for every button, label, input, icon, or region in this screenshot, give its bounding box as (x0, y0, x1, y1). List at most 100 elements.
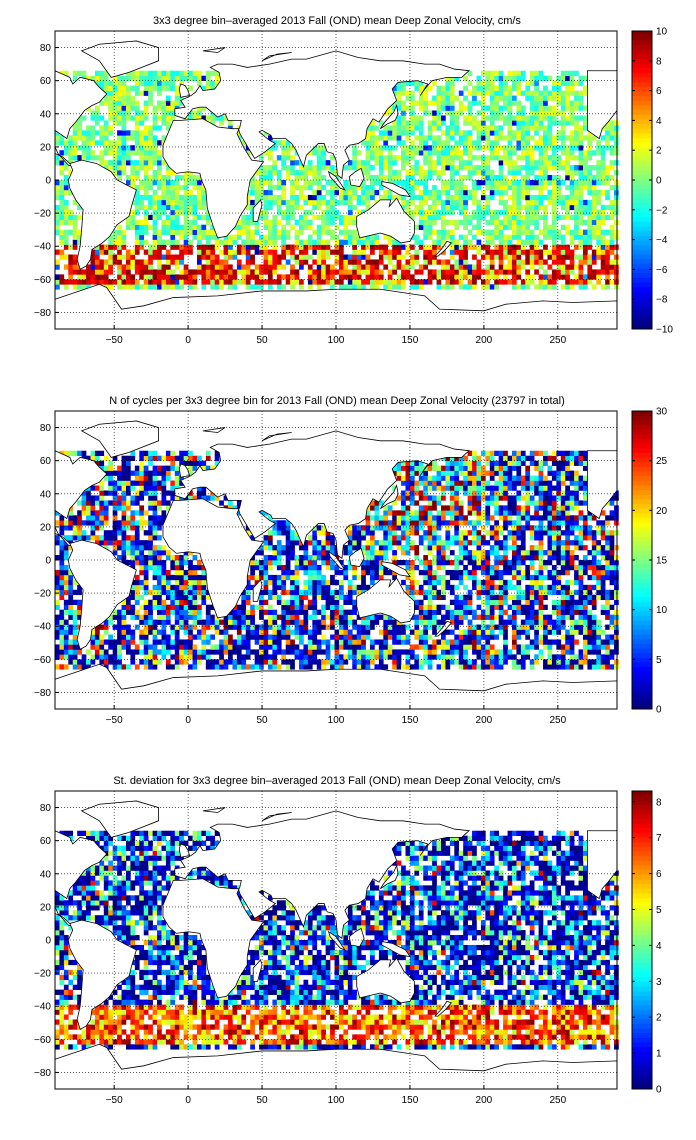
heatmap-cell (267, 180, 273, 186)
heatmap-cell (569, 249, 575, 255)
heatmap-cell (352, 189, 358, 196)
heatmap-cell (525, 145, 531, 151)
heatmap-cell (525, 279, 531, 285)
heatmap-cell (378, 254, 384, 260)
heatmap-cell (578, 264, 584, 270)
heatmap-cell (441, 219, 446, 225)
heatmap-cell (591, 229, 597, 235)
heatmap-cell (529, 105, 535, 111)
heatmap-cell (578, 614, 584, 620)
heatmap-cell (157, 244, 162, 250)
heatmap-cell (276, 594, 282, 601)
heatmap-cell (117, 150, 122, 156)
heatmap-cell (445, 659, 451, 665)
heatmap-cell (511, 609, 517, 615)
heatmap-cell (476, 269, 482, 275)
heatmap-cell (90, 249, 96, 255)
heatmap-cell (605, 140, 610, 146)
heatmap-cell (551, 659, 557, 665)
heatmap-cell (192, 659, 198, 665)
heatmap-cell (507, 219, 513, 225)
heatmap-cell (418, 264, 424, 270)
heatmap-cell (86, 649, 91, 655)
heatmap-cell (427, 85, 433, 91)
heatmap-cell (463, 224, 468, 230)
heatmap-cell (587, 214, 593, 221)
heatmap-cell (338, 214, 344, 221)
heatmap-cell (352, 145, 358, 151)
heatmap-cell (361, 160, 366, 166)
heatmap-cell (569, 264, 575, 270)
heatmap-cell (267, 609, 273, 615)
heatmap-cell (210, 649, 216, 655)
heatmap-cell (569, 614, 575, 620)
heatmap-cell (165, 264, 171, 270)
heatmap-cell (370, 194, 375, 201)
heatmap-cell (365, 194, 371, 201)
heatmap-cell (267, 219, 273, 225)
heatmap-cell (525, 199, 531, 206)
heatmap-cell (578, 594, 584, 601)
heatmap-cell (165, 659, 171, 665)
heatmap-cell (188, 189, 193, 196)
heatmap-cell (387, 155, 393, 161)
heatmap-cell (560, 594, 566, 601)
heatmap-cell (356, 614, 362, 620)
heatmap-cell (392, 629, 397, 635)
heatmap-cell (352, 165, 358, 171)
heatmap-cell (507, 130, 513, 136)
heatmap-cell (174, 90, 180, 96)
heatmap-cell (591, 659, 597, 665)
heatmap-cell (108, 269, 113, 275)
heatmap-cell (543, 639, 548, 645)
heatmap-cell (467, 274, 473, 280)
heatmap-cell (63, 244, 69, 250)
heatmap-cell (148, 624, 153, 630)
heatmap-cell (582, 594, 588, 601)
heatmap-cell (609, 649, 615, 655)
heatmap-cell (485, 160, 491, 166)
heatmap-cell (449, 234, 455, 240)
heatmap-cell (343, 189, 349, 196)
heatmap-cell (157, 80, 162, 86)
heatmap-cell (396, 155, 402, 161)
heatmap-cell (560, 224, 566, 230)
heatmap-cell (112, 100, 118, 106)
heatmap-cell (511, 629, 517, 635)
heatmap-cell (352, 649, 358, 655)
heatmap-cell (183, 204, 189, 211)
heatmap-cell (103, 75, 109, 81)
heatmap-cell (174, 599, 180, 605)
heatmap-cell (427, 160, 433, 166)
heatmap-cell (112, 150, 118, 156)
heatmap-cell (72, 644, 78, 650)
heatmap-cell (161, 194, 167, 201)
heatmap-cell (525, 90, 531, 96)
heatmap-cell (103, 95, 109, 101)
heatmap-cell (90, 659, 96, 665)
heatmap-cell (250, 274, 255, 280)
heatmap-cell (463, 284, 468, 290)
heatmap-cell (130, 654, 136, 660)
heatmap-cell (272, 584, 278, 591)
heatmap-cell (463, 659, 468, 665)
heatmap-cell (165, 269, 171, 275)
heatmap-cell (547, 624, 553, 630)
heatmap-cell (290, 189, 295, 196)
heatmap-cell (525, 125, 531, 131)
heatmap-cell (609, 639, 615, 645)
heatmap-cell (157, 209, 162, 216)
heatmap-cell (534, 584, 539, 591)
heatmap-cell (458, 165, 464, 171)
heatmap-cell (338, 259, 344, 265)
heatmap-cell (609, 234, 615, 240)
heatmap-cell (236, 264, 242, 270)
heatmap-cell (219, 639, 224, 645)
heatmap-cell (250, 604, 255, 610)
heatmap-cell (516, 90, 522, 96)
heatmap-cell (179, 274, 184, 280)
heatmap-cell (529, 125, 535, 131)
heatmap-cell (259, 664, 264, 670)
heatmap-cell (232, 239, 238, 245)
heatmap-cell (449, 589, 455, 596)
